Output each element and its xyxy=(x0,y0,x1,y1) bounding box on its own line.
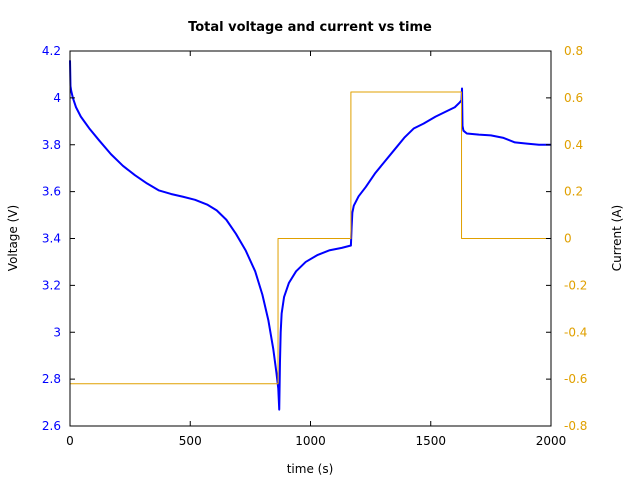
y-right-tick-label: 0.6 xyxy=(564,91,583,105)
y-left-tick-label: 3.6 xyxy=(42,185,61,199)
plot-area: 0 500 1000 1500 2000 2.6 2.8 3 3.2 3.4 3.6 3.8 4 4.2 -… xyxy=(42,44,588,448)
y-left-tick-label: 2.8 xyxy=(42,372,61,386)
x-tick-label: 500 xyxy=(179,434,202,448)
y-right-tick-label: -0.8 xyxy=(564,419,587,433)
x-tick-label: 1500 xyxy=(415,434,446,448)
y-axis-right-label: Current (A) xyxy=(610,205,624,271)
y-right-tick-label: -0.6 xyxy=(564,372,587,386)
y-left-tick-label: 3.8 xyxy=(42,138,61,152)
x-tick-label: 1000 xyxy=(295,434,326,448)
chart-title: Total voltage and current vs time xyxy=(188,20,432,35)
y-left-tick-label: 4.2 xyxy=(42,44,61,58)
y-left-tick-label: 3 xyxy=(53,325,61,339)
y-right-tick-label: -0.4 xyxy=(564,325,587,339)
x-tick-label: 2000 xyxy=(536,434,567,448)
current-series-line xyxy=(69,91,551,385)
y-right-tick-label: 0.2 xyxy=(564,185,583,199)
voltage-series-line xyxy=(69,60,551,411)
y-axis-left-label: Voltage (V) xyxy=(6,205,20,271)
x-axis-label: time (s) xyxy=(287,462,334,476)
y-left-tick-label: 3.4 xyxy=(42,232,61,246)
y-right-tick-label: 0 xyxy=(564,232,572,246)
y-right-tick-label: -0.2 xyxy=(564,278,587,292)
y-left-tick-label: 2.6 xyxy=(42,419,61,433)
y-left-tick-label: 4 xyxy=(53,91,61,105)
y-right-tick-label: 0.4 xyxy=(564,138,583,152)
y-left-tick-label: 3.2 xyxy=(42,278,61,292)
y-right-tick-label: 0.8 xyxy=(564,44,583,58)
x-tick-label: 0 xyxy=(66,434,74,448)
